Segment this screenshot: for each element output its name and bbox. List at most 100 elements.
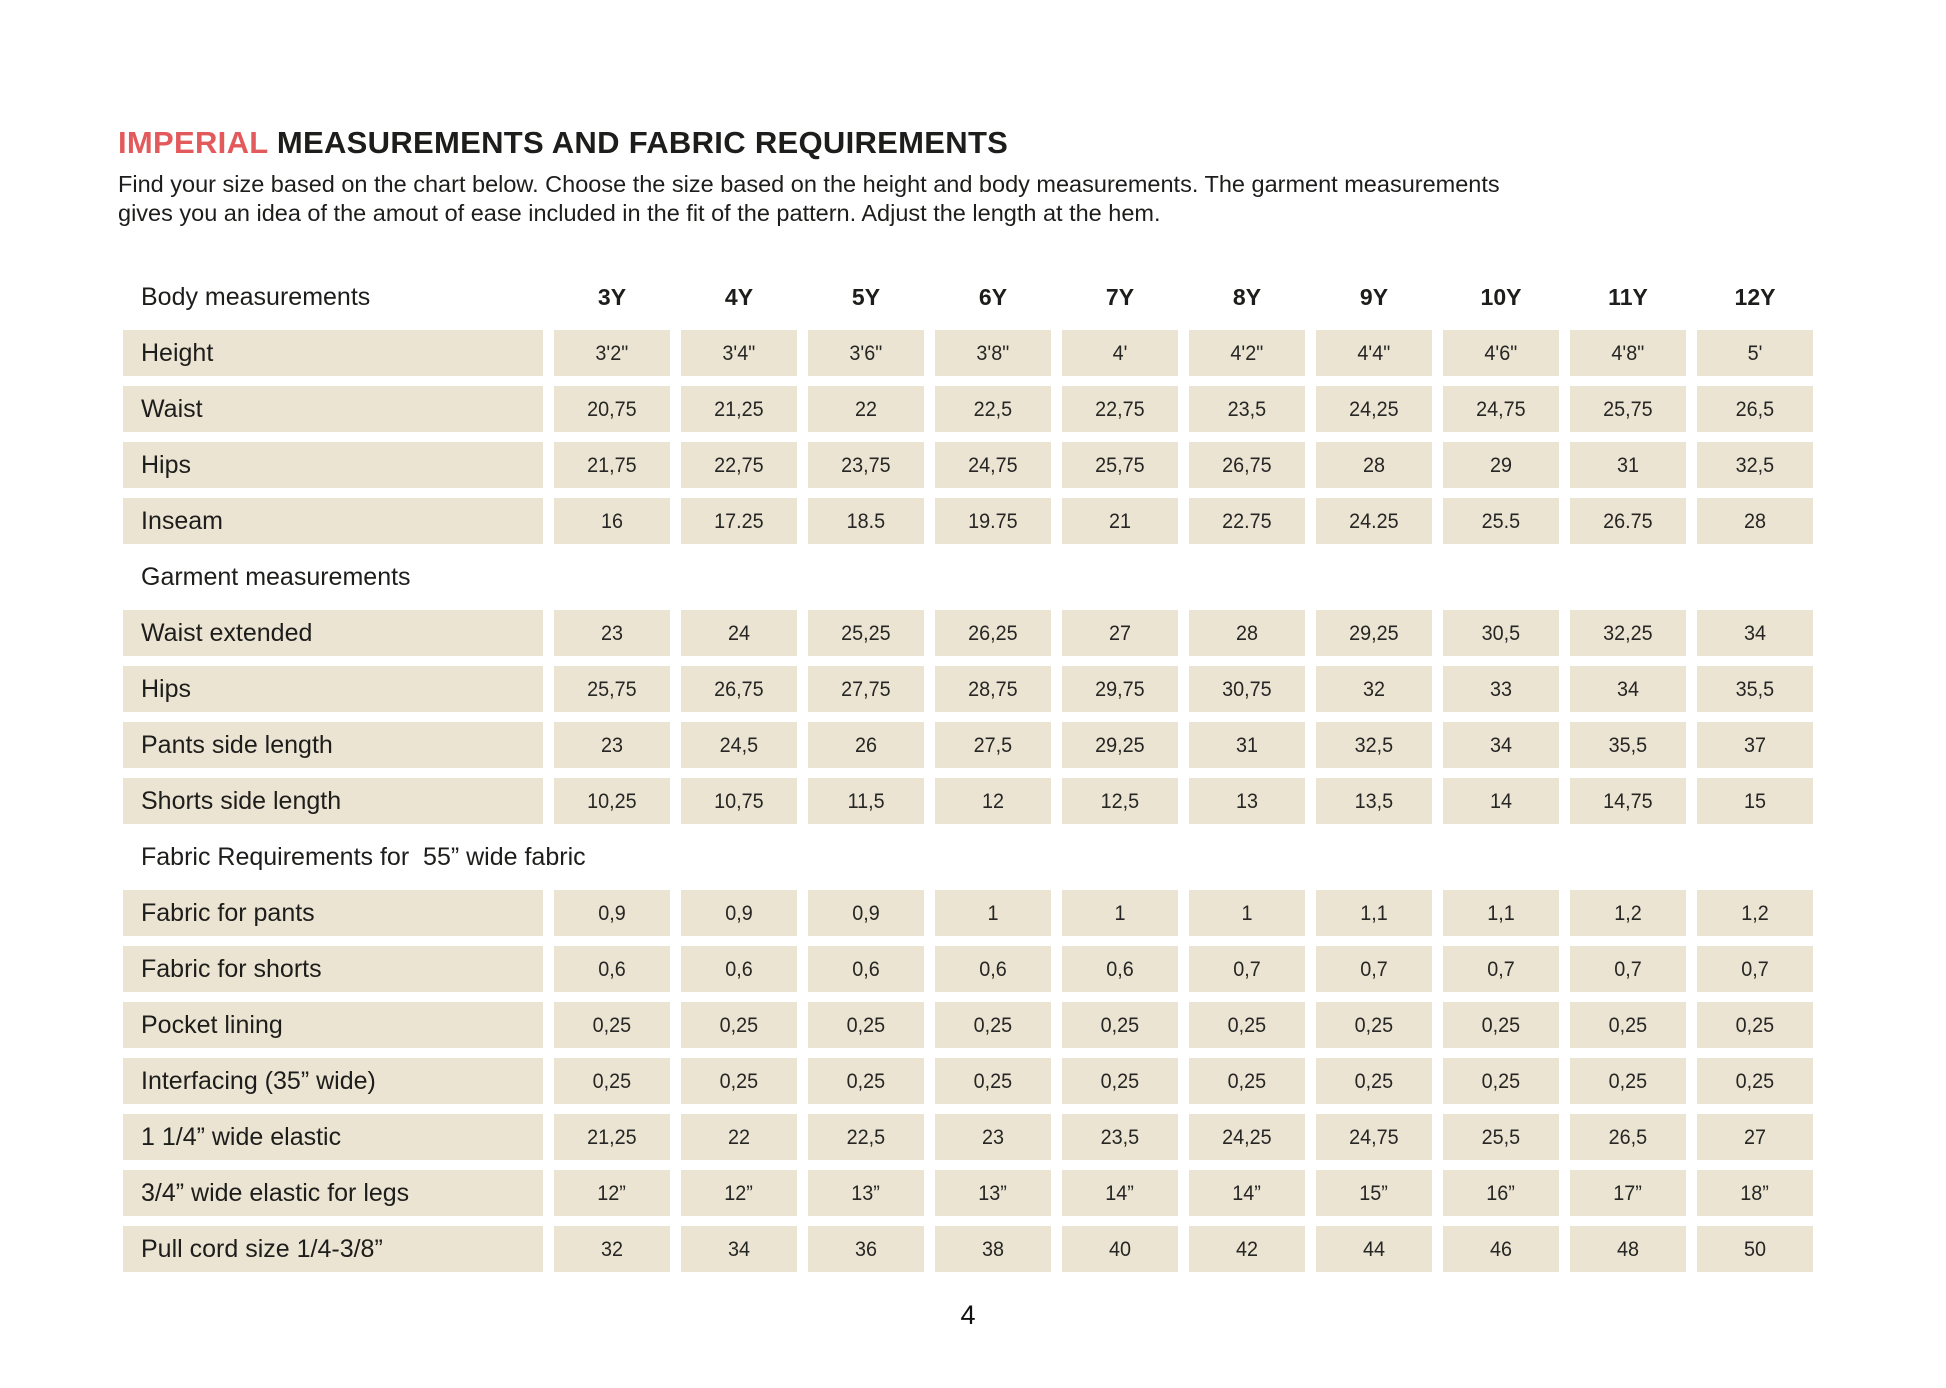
table-cell: 22,5 [808,1114,924,1160]
row-label: Waist extended [123,610,543,656]
table-cell: 26,5 [1570,1114,1686,1160]
table-cell: 34 [681,1226,797,1272]
table-row: Pocket lining 0,25 0,25 0,25 0,25 0,25 0,25 0,2… [123,1002,1813,1048]
table-cell: 13,5 [1316,778,1432,824]
table-cell: 0,7 [1189,946,1305,992]
table-cell: 21,25 [554,1114,670,1160]
row-label: 1 1/4” wide elastic [123,1114,543,1160]
table-cell: 27 [1697,1114,1813,1160]
table-cell: 1 [1189,890,1305,936]
size-column-header: 4Y [724,283,754,310]
table-cell: 1,2 [1570,890,1686,936]
table-cell: 35,5 [1570,722,1686,768]
table-cell: 14” [1189,1170,1305,1216]
title-rest: MEASUREMENTS AND FABRIC REQUIREMENTS [267,125,1009,160]
table-cell: 26,75 [681,666,797,712]
table-cell: 10,25 [554,778,670,824]
page-number: 4 [960,1300,976,1330]
row-label: Fabric for shorts [123,946,543,992]
table-cell: 0,7 [1570,946,1686,992]
table-row: Waist 20,75 21,25 22 22,5 22,75 23,5 24,25 24,75… [123,386,1813,432]
table-cell: 14 [1443,778,1559,824]
table-cell: 13” [808,1170,924,1216]
table-cell: 26.75 [1570,498,1686,544]
table-row: Hips 25,75 26,75 27,75 28,75 29,75 30,75 32 33 34… [123,666,1813,712]
table-cell: 22.75 [1189,498,1305,544]
table-cell: 0,9 [681,890,797,936]
table-cell: 23,5 [1189,386,1305,432]
table-cell: 18” [1697,1170,1813,1216]
table-cell: 0,25 [681,1058,797,1104]
table-cell: 0,25 [1062,1002,1178,1048]
table-cell: 32,5 [1697,442,1813,488]
table-cell: 17” [1570,1170,1686,1216]
table-cell: 32 [1316,666,1432,712]
table-cell: 37 [1697,722,1813,768]
table-cell: 0,25 [1697,1002,1813,1048]
table-row: Pants side length 23 24,5 26 27,5 29,25 31 32,5… [123,722,1813,768]
table-cell: 31 [1189,722,1305,768]
table-cell: 24 [681,610,797,656]
table-cell: 4'2" [1189,330,1305,376]
table-cell: 0,9 [554,890,670,936]
table-cell: 32,5 [1316,722,1432,768]
table-cell: 0,25 [1443,1058,1559,1104]
table-cell: 18.5 [808,498,924,544]
table-cell: 25,5 [1443,1114,1559,1160]
table-cell: 3'6" [808,330,924,376]
table-cell: 21 [1062,498,1178,544]
size-column-header: 6Y [978,283,1008,310]
table-row: 3/4” wide elastic for legs 12” 12” 13” 13” 14… [123,1170,1813,1216]
table-cell: 44 [1316,1226,1432,1272]
table-cell: 24,25 [1316,386,1432,432]
row-label: Hips [123,666,543,712]
table-cell: 19.75 [935,498,1051,544]
table-cell: 24,25 [1189,1114,1305,1160]
table-cell: 48 [1570,1226,1686,1272]
table-row: Shorts side length 10,25 10,75 11,5 12 12,5 13… [123,778,1813,824]
row-label: Pocket lining [123,1002,543,1048]
table-cell: 46 [1443,1226,1559,1272]
table-cell: 28 [1316,442,1432,488]
document-page: IMPERIAL MEASUREMENTS AND FABRIC REQUIRE… [118,126,1946,1330]
table-cell: 12,5 [1062,778,1178,824]
table-cell: 4'8" [1570,330,1686,376]
table-cell: 16” [1443,1170,1559,1216]
intro-paragraph: Find your size based on the chart below.… [118,170,1946,228]
table-cell: 14” [1062,1170,1178,1216]
table-cell: 0,25 [1570,1058,1686,1104]
table-cell: 23,5 [1062,1114,1178,1160]
table-row: 1 1/4” wide elastic 21,25 22 22,5 23 23,5 24,2… [123,1114,1813,1160]
table-cell: 1,1 [1443,890,1559,936]
table-cell: 34 [1570,666,1686,712]
table-cell: 21,75 [554,442,670,488]
table-cell: 1 [935,890,1051,936]
table-cell: 31 [1570,442,1686,488]
table-cell: 35,5 [1697,666,1813,712]
table-cell: 38 [935,1226,1051,1272]
table-cell: 23 [935,1114,1051,1160]
row-label: Height [123,330,543,376]
intro-line-2: gives you an idea of the amout of ease i… [118,200,1161,226]
page-title: IMPERIAL MEASUREMENTS AND FABRIC REQUIRE… [118,126,1946,160]
table-cell: 28,75 [935,666,1051,712]
section-header: Garment measurements [141,562,411,591]
table-cell: 0,6 [808,946,924,992]
table-cell: 29 [1443,442,1559,488]
row-label: Pull cord size 1/4-3/8” [123,1226,543,1272]
table-row: Pull cord size 1/4-3/8” 32 34 36 38 40 42 44 46 4… [123,1226,1813,1272]
row-label: 3/4” wide elastic for legs [123,1170,543,1216]
row-label: Interfacing (35” wide) [123,1058,543,1104]
table-corner-label: Body measurements [141,282,371,311]
table-cell: 0,25 [1062,1058,1178,1104]
table-cell: 5' [1697,330,1813,376]
table-cell: 32 [554,1226,670,1272]
table-cell: 13 [1189,778,1305,824]
table-row: Waist extended 23 24 25,25 26,25 27 28 29,25 30,… [123,610,1813,656]
table-cell: 29,25 [1316,610,1432,656]
table-cell: 22,5 [935,386,1051,432]
table-cell: 17.25 [681,498,797,544]
table-cell: 0,25 [1570,1002,1686,1048]
table-cell: 0,9 [808,890,924,936]
table-cell: 22,75 [681,442,797,488]
